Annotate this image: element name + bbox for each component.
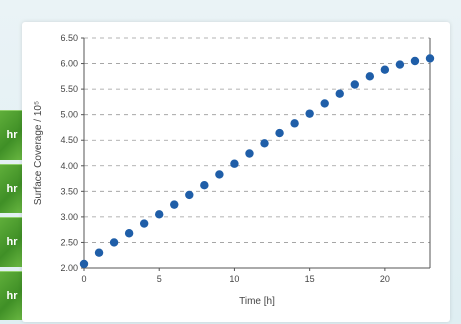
x-tick-label: 15 [305,274,315,284]
data-point [260,139,269,148]
data-point [290,119,299,128]
x-tick-label: 10 [229,274,239,284]
data-point [109,238,119,247]
y-tick-label: 4.00 [60,161,78,171]
data-point [155,210,164,219]
grid-lines [84,37,430,243]
y-tick-label: 5.50 [60,84,78,94]
chart-card [22,22,450,322]
side-tab-4[interactable]: hr [0,270,24,320]
data-point [305,109,314,118]
side-tab-3[interactable]: hr [0,217,24,267]
x-tick-label: 5 [157,274,162,284]
data-point [380,65,390,74]
data-points [79,54,435,269]
x-tick-label: 0 [81,274,86,284]
data-point [200,181,209,190]
y-tick-label: 6.50 [60,33,78,43]
side-tab-strip: hr hr hr hr [0,110,24,324]
data-point [215,170,224,179]
tick-labels: 2.00 2.50 3.00 3.50 4.00 4.50 5.00 5.50 6.00 6.50… [60,33,389,284]
data-point [94,248,104,257]
axes [81,37,431,271]
x-tick-label: 20 [380,274,390,284]
data-point [245,149,254,158]
data-point [395,60,405,69]
data-point [185,190,194,200]
data-point [350,80,359,89]
x-axis-title: Time [h] [239,296,275,307]
y-tick-label: 5.00 [60,110,78,120]
y-tick-label: 3.50 [60,186,78,196]
data-point [230,159,239,168]
data-point [170,200,179,209]
data-point [320,99,329,108]
y-tick-label: 6.00 [60,59,78,69]
y-axis-title: Surface Coverage / 10⁵ [33,101,44,205]
data-point [365,72,375,81]
data-point [79,259,89,269]
data-point [425,54,435,63]
y-tick-label: 3.00 [60,212,78,222]
data-point [275,128,284,138]
side-tab-1[interactable]: hr [0,110,24,160]
side-tab-2[interactable]: hr [0,163,24,213]
data-point [139,219,149,228]
data-point [410,56,420,66]
data-point [124,229,134,238]
y-tick-label: 4.50 [60,135,78,145]
y-tick-label: 2.00 [60,263,78,273]
data-point [335,89,344,98]
y-tick-label: 2.50 [60,237,78,247]
